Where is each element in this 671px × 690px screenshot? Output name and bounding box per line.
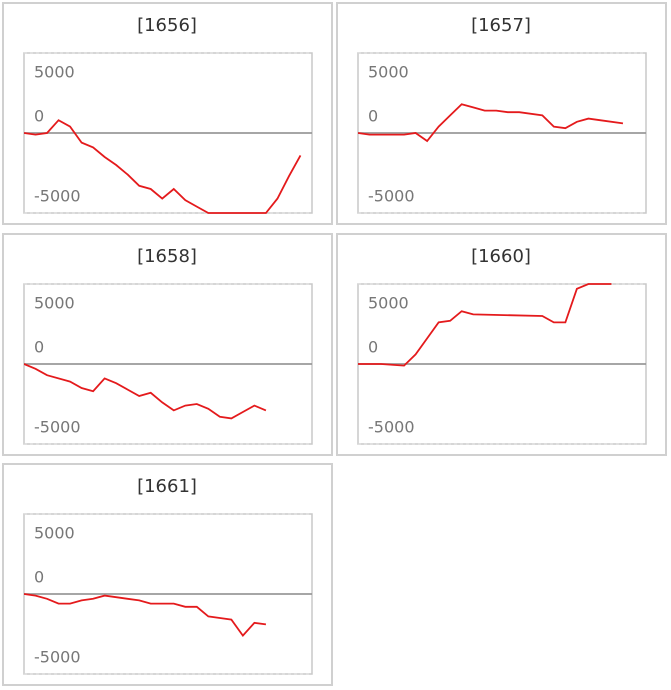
- y-tick-label: 0: [34, 568, 44, 587]
- y-tick-label: -5000: [368, 187, 415, 206]
- y-tick-label: 0: [368, 338, 378, 357]
- y-tick-label: -5000: [34, 418, 81, 437]
- panel-border: [336, 2, 667, 225]
- y-tick-label: 5000: [34, 524, 75, 543]
- panel-border: [336, 233, 667, 456]
- chart-title: [1658]: [137, 246, 197, 267]
- data-line: [24, 119, 302, 214]
- y-tick-label: 0: [34, 107, 44, 126]
- data-line: [358, 283, 612, 367]
- y-tick-label: -5000: [34, 187, 81, 206]
- y-tick-label: 5000: [34, 63, 75, 82]
- y-tick-label: 5000: [34, 294, 75, 313]
- chart-title: [1657]: [471, 15, 531, 36]
- y-tick-label: -5000: [368, 418, 415, 437]
- chart-title: [1661]: [137, 476, 197, 497]
- chart-panel: [1660] 5000 0 -5000: [336, 233, 667, 456]
- panel-border: [2, 463, 333, 686]
- chart-panel: [1657] 5000 0 -5000: [336, 2, 667, 225]
- chart-title: [1656]: [137, 15, 197, 36]
- data-line: [24, 363, 267, 420]
- panel-border: [2, 233, 333, 456]
- panel-border: [2, 2, 333, 225]
- chart-panel: [1656] 5000 0 -5000: [2, 2, 333, 225]
- data-line: [358, 103, 624, 143]
- y-tick-label: -5000: [34, 648, 81, 667]
- y-tick-label: 5000: [368, 294, 409, 313]
- chart-panel: [1661] 5000 0 -5000: [2, 463, 333, 686]
- data-line: [24, 593, 267, 638]
- y-tick-label: 0: [34, 338, 44, 357]
- y-tick-label: 0: [368, 107, 378, 126]
- chart-panel: [1658] 5000 0 -5000: [2, 233, 333, 456]
- y-tick-label: 5000: [368, 63, 409, 82]
- chart-title: [1660]: [471, 246, 531, 267]
